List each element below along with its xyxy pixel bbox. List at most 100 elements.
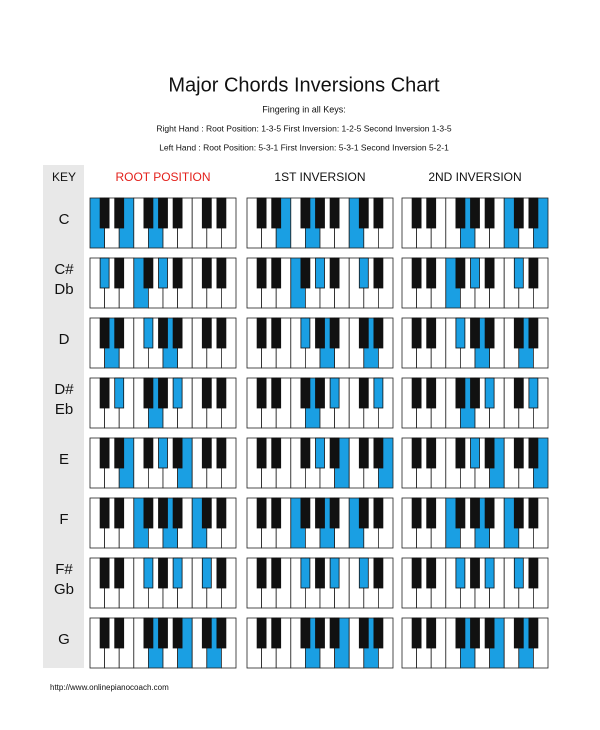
black-key <box>455 437 466 469</box>
black-key <box>315 377 325 409</box>
key-name: Gb <box>54 581 74 598</box>
black-key <box>373 377 384 409</box>
black-key <box>329 437 340 469</box>
black-key <box>513 497 524 529</box>
black-key <box>470 617 480 649</box>
black-key <box>216 617 227 649</box>
black-key <box>358 437 369 469</box>
black-key <box>513 557 524 589</box>
black-key <box>358 197 369 229</box>
black-key <box>114 197 125 229</box>
key-name: F <box>59 511 68 528</box>
black-key <box>300 377 311 409</box>
black-key <box>201 197 212 229</box>
black-key <box>256 557 267 589</box>
black-key <box>484 197 495 229</box>
black-key <box>315 557 325 589</box>
black-key <box>201 317 212 349</box>
black-key <box>114 557 125 589</box>
black-key <box>513 317 524 349</box>
black-key <box>143 497 154 529</box>
black-key <box>329 557 340 589</box>
black-key <box>143 197 154 229</box>
black-key <box>411 437 422 469</box>
black-key <box>99 377 110 409</box>
black-key <box>271 377 282 409</box>
black-key <box>426 617 437 649</box>
black-key <box>470 197 480 229</box>
black-key <box>470 557 480 589</box>
black-key <box>201 257 212 289</box>
black-key <box>315 497 325 529</box>
black-key <box>114 497 125 529</box>
black-key <box>358 317 369 349</box>
title: Major Chords Inversions Chart <box>168 74 440 96</box>
black-key <box>114 317 125 349</box>
black-key <box>470 497 480 529</box>
black-key <box>411 317 422 349</box>
black-key <box>256 617 267 649</box>
key-header: KEY <box>52 170 76 184</box>
black-key <box>172 257 183 289</box>
black-key <box>300 257 311 289</box>
black-key <box>484 257 495 289</box>
key-name: C <box>59 211 70 228</box>
black-key <box>329 617 340 649</box>
black-key <box>300 497 311 529</box>
black-key <box>300 617 311 649</box>
black-key <box>271 617 282 649</box>
black-key <box>513 377 524 409</box>
black-key <box>455 557 466 589</box>
black-key <box>426 497 437 529</box>
key-name: G <box>58 631 70 648</box>
black-key <box>99 497 110 529</box>
black-key <box>528 197 539 229</box>
black-key <box>528 377 539 409</box>
black-key <box>455 257 466 289</box>
black-key <box>256 377 267 409</box>
black-key <box>513 437 524 469</box>
black-key <box>426 557 437 589</box>
black-key <box>143 437 154 469</box>
column-header: ROOT POSITION <box>115 170 210 184</box>
black-key <box>271 317 282 349</box>
left-hand: Left Hand : Root Position: 5-3-1 First I… <box>159 142 449 152</box>
black-key <box>201 377 212 409</box>
black-key <box>455 197 466 229</box>
black-key <box>158 497 168 529</box>
black-key <box>114 257 125 289</box>
black-key <box>528 257 539 289</box>
black-key <box>158 377 168 409</box>
right-hand: Right Hand : Root Position: 1-3-5 First … <box>156 123 452 133</box>
black-key <box>114 617 125 649</box>
black-key <box>484 497 495 529</box>
black-key <box>143 377 154 409</box>
black-key <box>426 197 437 229</box>
black-key <box>172 497 183 529</box>
black-key <box>455 497 466 529</box>
black-key <box>411 377 422 409</box>
black-key <box>315 257 325 289</box>
black-key <box>256 497 267 529</box>
key-name: D <box>59 331 70 348</box>
column-header: 1ST INVERSION <box>274 170 365 184</box>
black-key <box>216 377 227 409</box>
black-key <box>358 497 369 529</box>
black-key <box>484 437 495 469</box>
black-key <box>426 257 437 289</box>
black-key <box>158 317 168 349</box>
black-key <box>470 317 480 349</box>
black-key <box>201 557 212 589</box>
black-key <box>358 617 369 649</box>
black-key <box>114 437 125 469</box>
black-key <box>329 377 340 409</box>
subtitle: Fingering in all Keys: <box>262 104 346 114</box>
black-key <box>158 257 168 289</box>
black-key <box>271 437 282 469</box>
black-key <box>256 317 267 349</box>
black-key <box>484 617 495 649</box>
black-key <box>411 197 422 229</box>
black-key <box>455 317 466 349</box>
black-key <box>158 197 168 229</box>
